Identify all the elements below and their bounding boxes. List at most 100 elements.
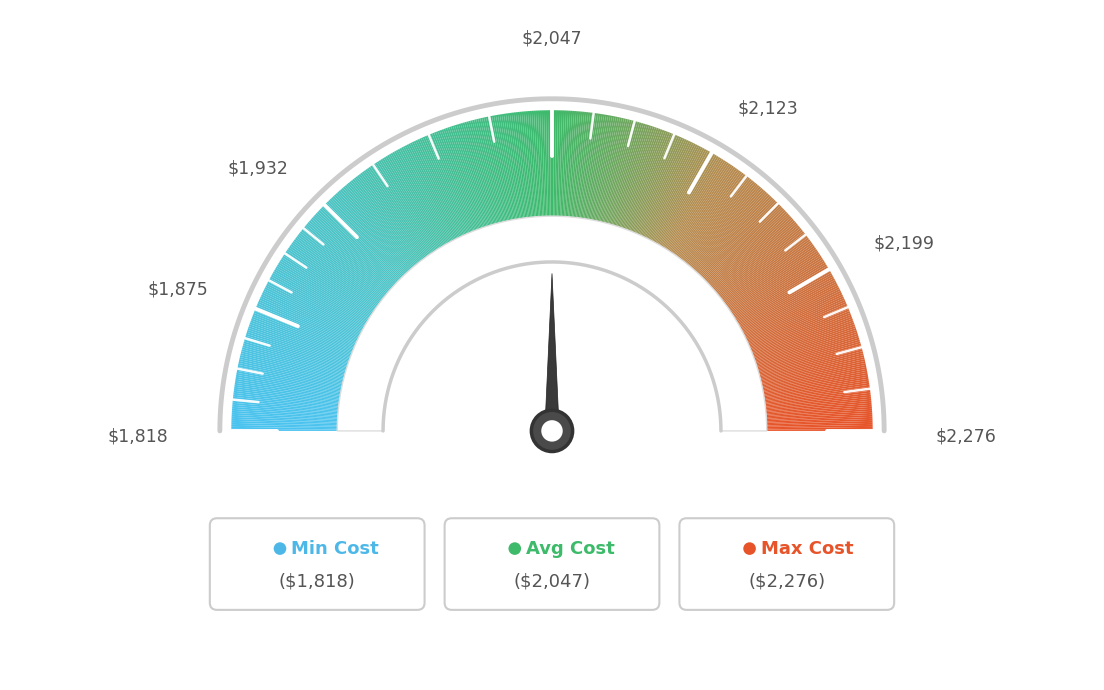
Wedge shape	[744, 287, 839, 336]
Wedge shape	[765, 395, 871, 408]
Wedge shape	[569, 111, 578, 217]
Wedge shape	[473, 120, 500, 223]
Wedge shape	[546, 110, 550, 216]
Wedge shape	[297, 235, 382, 300]
Wedge shape	[675, 168, 737, 255]
Wedge shape	[397, 149, 449, 243]
Wedge shape	[352, 179, 420, 263]
Wedge shape	[761, 355, 864, 382]
Wedge shape	[404, 145, 455, 240]
Wedge shape	[237, 369, 341, 391]
Wedge shape	[351, 180, 418, 264]
Wedge shape	[268, 280, 362, 331]
Wedge shape	[548, 110, 551, 216]
Wedge shape	[522, 112, 533, 217]
Wedge shape	[607, 121, 636, 224]
Wedge shape	[662, 156, 719, 248]
Wedge shape	[760, 349, 862, 377]
Wedge shape	[331, 197, 405, 275]
Wedge shape	[713, 219, 794, 290]
Wedge shape	[574, 112, 586, 217]
Wedge shape	[535, 110, 542, 217]
Wedge shape	[734, 261, 825, 318]
Wedge shape	[692, 188, 763, 269]
Wedge shape	[428, 135, 470, 233]
Wedge shape	[306, 224, 389, 293]
Wedge shape	[492, 115, 513, 220]
Wedge shape	[294, 239, 380, 304]
Wedge shape	[710, 215, 789, 287]
Wedge shape	[766, 399, 871, 411]
Wedge shape	[355, 176, 422, 262]
Wedge shape	[518, 112, 530, 217]
Wedge shape	[765, 386, 870, 403]
Wedge shape	[716, 225, 799, 294]
Wedge shape	[241, 353, 343, 380]
Wedge shape	[749, 302, 847, 346]
Wedge shape	[595, 117, 618, 221]
Wedge shape	[638, 137, 683, 235]
Wedge shape	[719, 230, 803, 297]
Wedge shape	[766, 421, 872, 426]
Wedge shape	[611, 122, 641, 225]
Wedge shape	[728, 246, 815, 308]
Wedge shape	[359, 174, 424, 259]
Wedge shape	[417, 139, 463, 236]
Text: ($2,047): ($2,047)	[513, 572, 591, 590]
Wedge shape	[423, 137, 467, 235]
Wedge shape	[289, 246, 376, 308]
Wedge shape	[766, 423, 872, 427]
Wedge shape	[415, 140, 461, 237]
Wedge shape	[687, 181, 755, 264]
Wedge shape	[677, 170, 741, 257]
Wedge shape	[744, 289, 840, 337]
Wedge shape	[266, 284, 361, 333]
Wedge shape	[742, 282, 837, 332]
Text: $2,276: $2,276	[936, 428, 997, 446]
Wedge shape	[354, 177, 421, 262]
Wedge shape	[439, 130, 478, 230]
Wedge shape	[754, 322, 854, 359]
Wedge shape	[575, 112, 588, 217]
Wedge shape	[745, 290, 841, 338]
Wedge shape	[766, 408, 872, 417]
Wedge shape	[498, 115, 517, 219]
Wedge shape	[288, 247, 375, 309]
Wedge shape	[764, 383, 869, 400]
Wedge shape	[714, 220, 795, 291]
Wedge shape	[376, 161, 436, 251]
Wedge shape	[234, 388, 339, 404]
Wedge shape	[251, 319, 351, 357]
Wedge shape	[349, 181, 417, 264]
Wedge shape	[286, 250, 374, 311]
Wedge shape	[758, 345, 861, 375]
Wedge shape	[655, 149, 707, 243]
Wedge shape	[251, 320, 350, 358]
Wedge shape	[380, 159, 438, 250]
Wedge shape	[318, 210, 396, 284]
Wedge shape	[232, 429, 337, 431]
Text: $1,932: $1,932	[227, 159, 288, 177]
Wedge shape	[746, 295, 843, 341]
Wedge shape	[729, 247, 816, 309]
Wedge shape	[558, 110, 562, 216]
Wedge shape	[705, 207, 783, 282]
Wedge shape	[311, 217, 392, 289]
Wedge shape	[273, 271, 365, 325]
Wedge shape	[277, 264, 369, 320]
Wedge shape	[434, 132, 475, 231]
Wedge shape	[753, 317, 852, 355]
Wedge shape	[278, 262, 369, 319]
Wedge shape	[470, 120, 499, 224]
Wedge shape	[362, 171, 426, 258]
Wedge shape	[715, 222, 796, 292]
Wedge shape	[315, 215, 394, 287]
Wedge shape	[526, 111, 535, 217]
Circle shape	[531, 411, 573, 451]
Wedge shape	[585, 114, 604, 219]
Wedge shape	[321, 207, 399, 282]
Wedge shape	[583, 114, 601, 219]
Wedge shape	[259, 298, 357, 343]
Wedge shape	[629, 132, 670, 231]
Wedge shape	[484, 117, 508, 221]
